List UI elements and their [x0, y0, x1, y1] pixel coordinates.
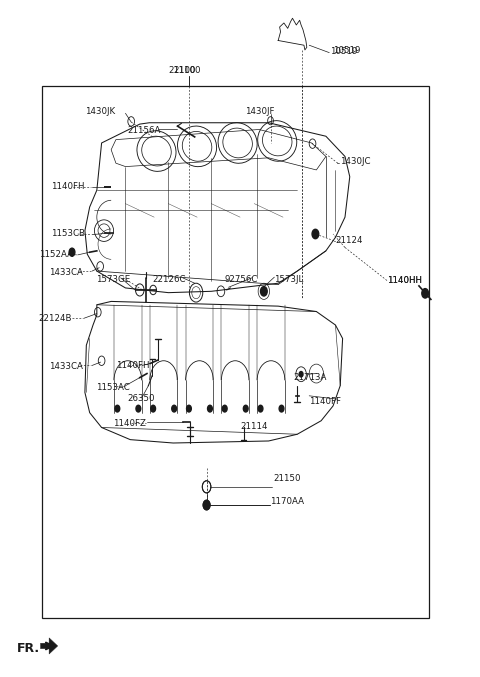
Text: 1573GE: 1573GE [96, 275, 130, 284]
Text: 1140HH: 1140HH [387, 276, 422, 285]
Text: 1140HH: 1140HH [387, 276, 422, 285]
Circle shape [69, 248, 75, 257]
Text: 21713A: 21713A [293, 373, 327, 382]
Text: 26350: 26350 [127, 394, 155, 403]
Text: 92756C: 92756C [224, 275, 258, 284]
Text: 21100: 21100 [173, 66, 201, 74]
Text: 1430JC: 1430JC [340, 157, 371, 167]
Circle shape [136, 406, 141, 412]
Text: 1140FZ: 1140FZ [113, 419, 145, 428]
Circle shape [261, 286, 267, 296]
Text: 1153CB: 1153CB [51, 230, 85, 238]
Text: 1140FH: 1140FH [51, 182, 85, 192]
Circle shape [258, 406, 263, 412]
Bar [42, 86, 429, 618]
Circle shape [187, 406, 192, 412]
Text: 1170AA: 1170AA [270, 497, 304, 506]
Text: 1573JL: 1573JL [275, 275, 304, 284]
Circle shape [299, 372, 303, 377]
Circle shape [243, 406, 248, 412]
Text: 1430JK: 1430JK [85, 108, 115, 116]
Circle shape [279, 406, 284, 412]
Circle shape [203, 500, 210, 510]
Text: 21100: 21100 [168, 66, 196, 75]
Text: 1140FF: 1140FF [309, 397, 341, 406]
Circle shape [203, 500, 210, 510]
Circle shape [151, 406, 156, 412]
Text: 10519: 10519 [330, 47, 358, 56]
Text: 21124: 21124 [336, 236, 363, 245]
Text: 1433CA: 1433CA [49, 268, 83, 277]
Text: 21114: 21114 [240, 422, 267, 431]
Text: 21156A: 21156A [128, 127, 161, 135]
Text: 1140FH: 1140FH [116, 361, 149, 370]
Text: 1152AA: 1152AA [38, 250, 72, 259]
Circle shape [172, 406, 177, 412]
Text: 1153AC: 1153AC [96, 383, 130, 391]
Circle shape [312, 230, 319, 239]
Text: 21150: 21150 [274, 474, 301, 483]
Circle shape [207, 406, 212, 412]
Circle shape [222, 406, 227, 412]
Text: 22124B: 22124B [38, 313, 72, 323]
Text: 1433CA: 1433CA [49, 362, 83, 371]
Text: 10519: 10519 [333, 46, 360, 55]
Polygon shape [40, 638, 58, 654]
Circle shape [115, 406, 120, 412]
Circle shape [422, 288, 429, 298]
Text: 1430JF: 1430JF [245, 108, 274, 116]
Text: FR.: FR. [17, 642, 40, 655]
Text: 22126C: 22126C [152, 275, 186, 284]
